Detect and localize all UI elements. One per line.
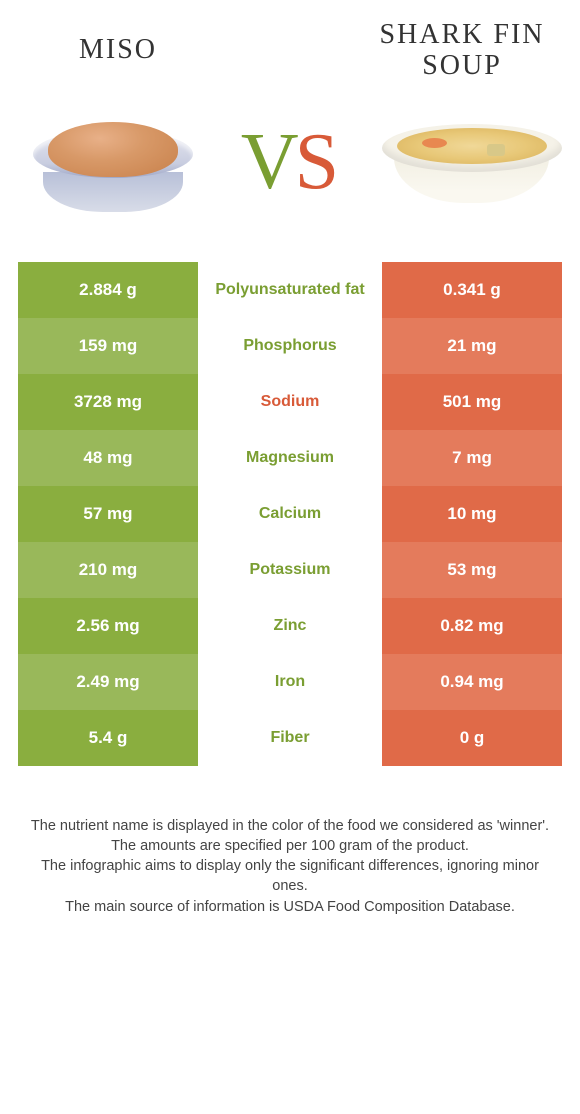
soup-image — [382, 102, 552, 222]
nutrient-label: Sodium — [198, 374, 382, 430]
nutrient-label: Zinc — [198, 598, 382, 654]
footer-line: The amounts are specified per 100 gram o… — [26, 836, 554, 856]
miso-image — [28, 102, 198, 222]
value-left: 3728 mg — [18, 374, 198, 430]
value-right: 0.94 mg — [382, 654, 562, 710]
value-right: 53 mg — [382, 542, 562, 598]
vs-label: V S — [241, 122, 339, 202]
value-left: 159 mg — [18, 318, 198, 374]
images-row: V S — [18, 102, 562, 222]
title-left: Miso — [18, 35, 218, 66]
value-left: 2.56 mg — [18, 598, 198, 654]
title-right: Shark fin soup — [362, 20, 562, 82]
value-left: 2.884 g — [18, 262, 198, 318]
footer-notes: The nutrient name is displayed in the co… — [18, 816, 562, 917]
table-row: 2.49 mgIron0.94 mg — [18, 654, 562, 710]
table-row: 57 mgCalcium10 mg — [18, 486, 562, 542]
value-right: 10 mg — [382, 486, 562, 542]
nutrient-label: Fiber — [198, 710, 382, 766]
nutrient-label: Phosphorus — [198, 318, 382, 374]
value-left: 57 mg — [18, 486, 198, 542]
header: Miso Shark fin soup — [18, 20, 562, 82]
value-left: 48 mg — [18, 430, 198, 486]
value-right: 0.82 mg — [382, 598, 562, 654]
table-row: 3728 mgSodium501 mg — [18, 374, 562, 430]
footer-line: The infographic aims to display only the… — [26, 856, 554, 897]
nutrient-label: Iron — [198, 654, 382, 710]
nutrient-label: Calcium — [198, 486, 382, 542]
nutrient-label: Polyunsaturated fat — [198, 262, 382, 318]
table-row: 48 mgMagnesium7 mg — [18, 430, 562, 486]
table-row: 2.884 gPolyunsaturated fat0.341 g — [18, 262, 562, 318]
table-row: 159 mgPhosphorus21 mg — [18, 318, 562, 374]
comparison-table: 2.884 gPolyunsaturated fat0.341 g159 mgP… — [18, 262, 562, 766]
value-left: 210 mg — [18, 542, 198, 598]
vs-v: V — [241, 122, 299, 202]
value-left: 5.4 g — [18, 710, 198, 766]
value-right: 7 mg — [382, 430, 562, 486]
nutrient-label: Magnesium — [198, 430, 382, 486]
footer-line: The main source of information is USDA F… — [26, 897, 554, 917]
footer-line: The nutrient name is displayed in the co… — [26, 816, 554, 836]
table-row: 210 mgPotassium53 mg — [18, 542, 562, 598]
table-row: 5.4 gFiber0 g — [18, 710, 562, 766]
table-row: 2.56 mgZinc0.82 mg — [18, 598, 562, 654]
value-left: 2.49 mg — [18, 654, 198, 710]
nutrient-label: Potassium — [198, 542, 382, 598]
value-right: 501 mg — [382, 374, 562, 430]
vs-s: S — [295, 122, 340, 202]
value-right: 21 mg — [382, 318, 562, 374]
value-right: 0.341 g — [382, 262, 562, 318]
value-right: 0 g — [382, 710, 562, 766]
